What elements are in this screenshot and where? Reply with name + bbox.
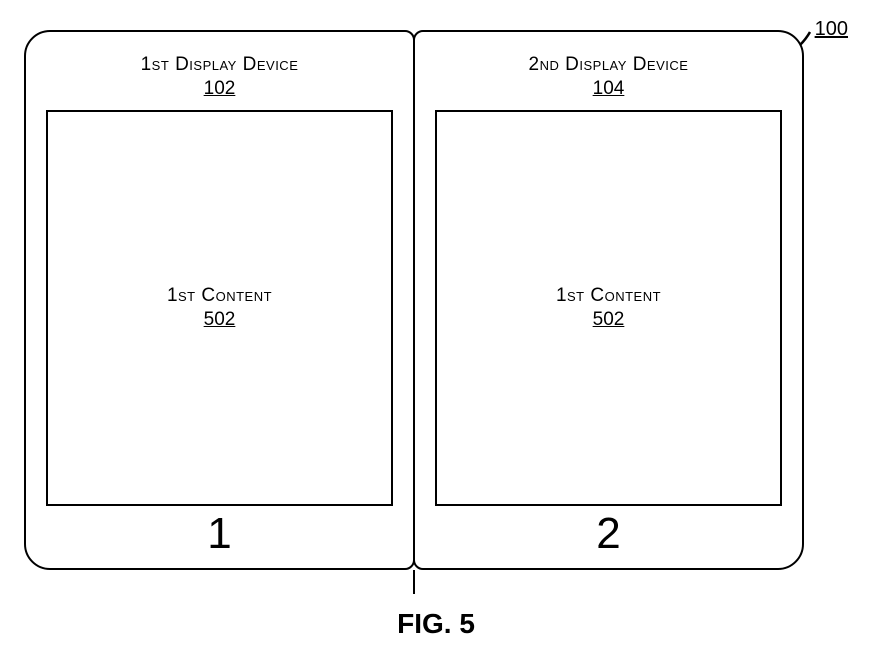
panel-left-content-label: 1st Content (167, 285, 272, 307)
panel-right-content-box: 1st Content 502 (435, 110, 782, 506)
figure-caption: FIG. 5 (0, 608, 872, 640)
panel-left: 1st Display Device 102 1st Content 502 1 (24, 30, 415, 570)
panel-right: 2nd Display Device 104 1st Content 502 2 (413, 30, 804, 570)
dual-display-device: 1st Display Device 102 1st Content 502 1… (24, 30, 804, 570)
panel-left-content-box: 1st Content 502 (46, 110, 393, 506)
hinge-extension-line (413, 570, 415, 594)
panel-left-title: 1st Display Device (141, 54, 299, 76)
panel-right-content-label: 1st Content (556, 285, 661, 307)
panel-right-title: 2nd Display Device (529, 54, 689, 76)
panel-right-content-ref: 502 (593, 309, 625, 331)
panel-left-content-ref: 502 (204, 309, 236, 331)
panel-right-page-number: 2 (596, 512, 620, 556)
panel-left-page-number: 1 (207, 512, 231, 556)
panel-right-ref: 104 (593, 78, 625, 100)
figure-ref-number: 100 (815, 18, 848, 41)
panel-left-ref: 102 (204, 78, 236, 100)
